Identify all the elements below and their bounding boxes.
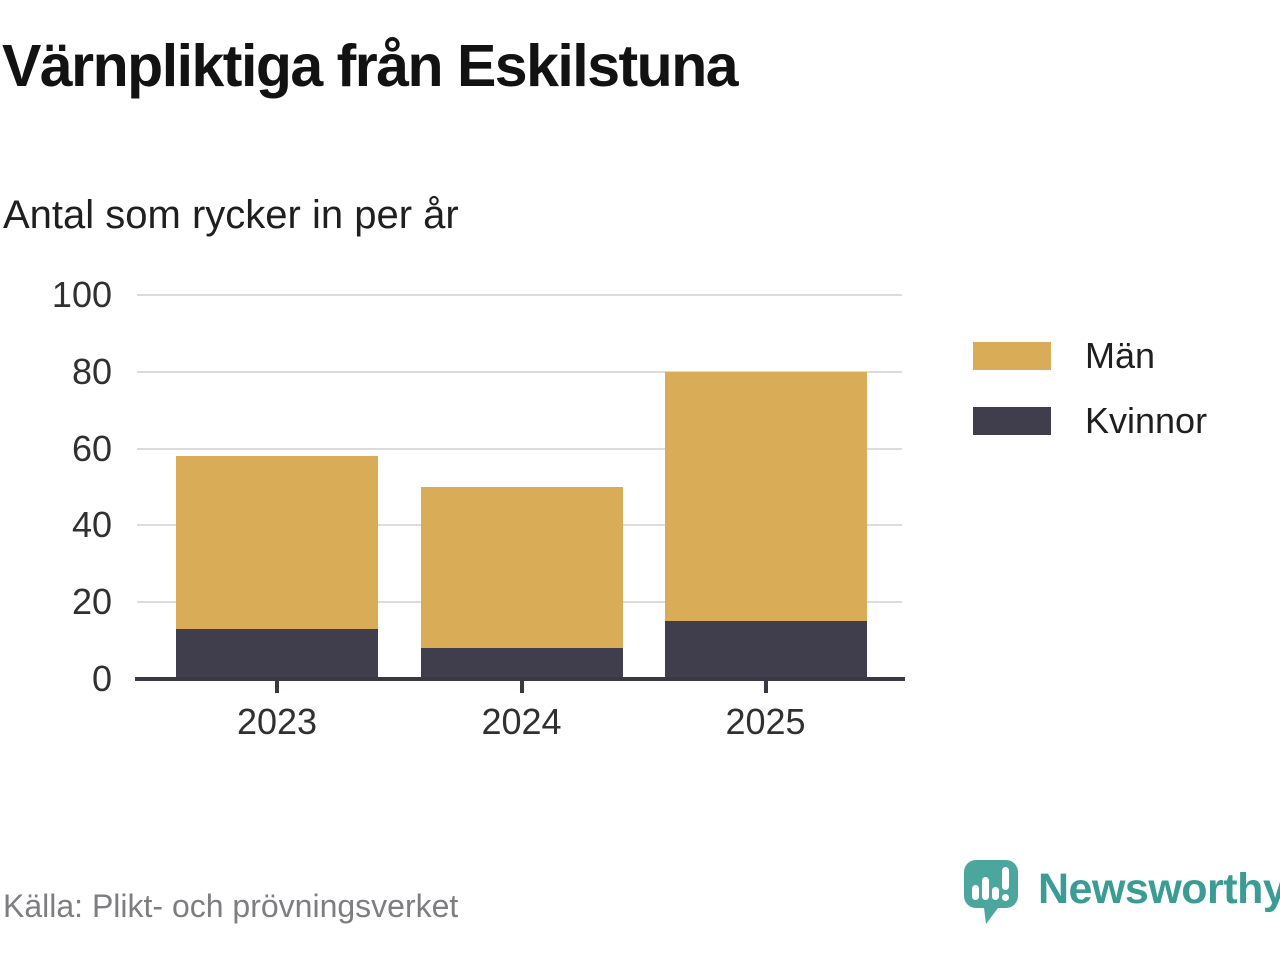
legend: Män Kvinnor (973, 338, 1207, 439)
legend-item-kvinnor: Kvinnor (973, 403, 1207, 439)
x-axis-tick-label: 2024 (481, 701, 562, 742)
x-axis-tick (763, 681, 768, 693)
x-axis-line (135, 677, 905, 681)
y-axis-tick-label: 40 (71, 504, 112, 546)
legend-item-män: Män (973, 338, 1207, 374)
bar-segment-kvinnor-2025 (664, 621, 867, 679)
legend-swatch-män (973, 342, 1051, 370)
newsworthy-branding: Newsworthy (962, 858, 1280, 926)
bar-segment-män-2025 (664, 371, 867, 622)
y-axis-tick-label: 80 (71, 350, 112, 392)
y-axis-tick-label: 0 (91, 658, 112, 699)
gridline-y-80 (137, 370, 902, 373)
bar-segment-kvinnor-2024 (420, 648, 623, 679)
x-axis-tick-label: 2025 (725, 701, 806, 742)
legend-swatch-kvinnor (973, 407, 1051, 435)
gridline-y-100 (137, 294, 902, 296)
x-axis-tick (519, 681, 524, 693)
source-text: Källa: Plikt- och prövningsverket (3, 888, 459, 924)
y-axis-tick-label: 20 (71, 581, 112, 623)
x-axis-tick-label: 2023 (236, 701, 318, 742)
legend-label: Män (1085, 335, 1156, 376)
y-axis-tick-label: 60 (71, 427, 112, 469)
x-axis-tick (275, 681, 279, 693)
chart-subtitle: Antal som rycker in per år (3, 193, 459, 237)
chart-title: Värnpliktiga från Eskilstuna (2, 33, 739, 99)
y-axis-tick-label: 100 (51, 274, 112, 315)
gridline-y-60 (137, 447, 902, 450)
newsworthy-wordmark: Newsworthy (1038, 865, 1280, 913)
newsworthy-logo-icon (964, 860, 1018, 924)
legend-label: Kvinnor (1085, 400, 1208, 441)
bar-segment-män-2024 (420, 487, 623, 649)
bar-segment-kvinnor-2023 (176, 629, 378, 679)
bar-segment-män-2023 (176, 456, 378, 630)
